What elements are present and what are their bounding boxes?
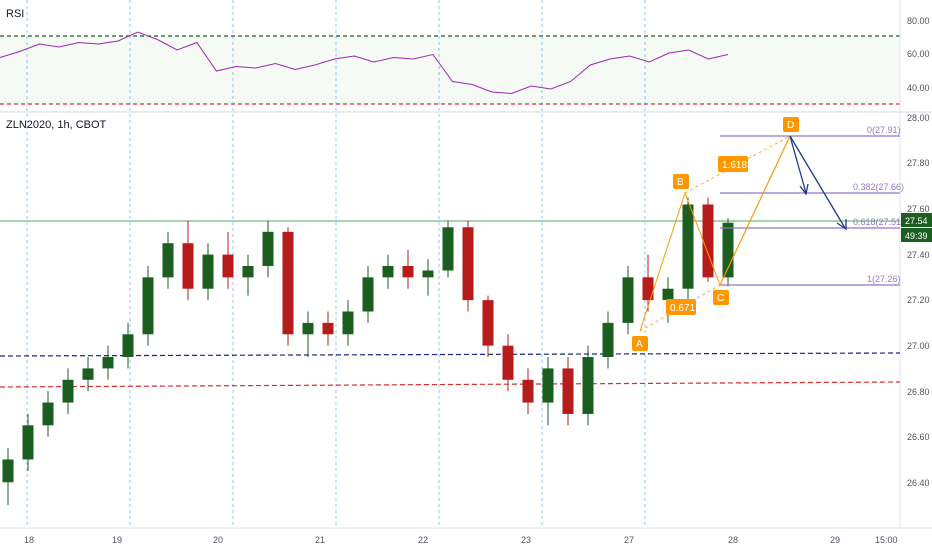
svg-text:D: D [787, 120, 794, 131]
svg-text:27.54: 27.54 [905, 216, 928, 226]
time-axis-label: 15:00 [875, 535, 898, 545]
candle-up [82, 368, 94, 380]
candle-up [602, 322, 614, 358]
candle-down [182, 243, 194, 289]
candle-down [402, 265, 414, 278]
time-axis-label: 28 [728, 535, 738, 545]
price-axis-label: 27.60 [907, 204, 930, 214]
fib-label-0618: 0.618(27.51) [853, 217, 904, 227]
price-axis-label: 28.00 [907, 113, 930, 123]
candle-up [142, 277, 154, 335]
time-axis-label: 23 [521, 535, 531, 545]
candle-down [702, 204, 714, 278]
rsi-axis-label: 60.00 [907, 49, 930, 59]
time-axis-label: 29 [830, 535, 840, 545]
svg-text:C: C [717, 293, 724, 304]
svg-text:49:39: 49:39 [905, 231, 928, 241]
candle-up [682, 204, 694, 289]
pattern-point-d[interactable]: D [783, 117, 799, 132]
price-axis-label: 27.80 [907, 158, 930, 168]
time-axis-label: 27 [624, 535, 634, 545]
countdown-badge: 49:39 [901, 228, 932, 242]
candle-up [62, 379, 74, 403]
price-axis-label: 26.40 [907, 478, 930, 488]
harmonic-pattern[interactable]: A B C D 0.671 1.618 [632, 117, 847, 351]
candle-up [42, 402, 54, 426]
rsi-title: RSI [6, 8, 24, 20]
candle-up [382, 265, 394, 278]
price-pane[interactable]: ZLN2020, 1h, CBOT 0(27.91) 0.382(27.66) … [0, 0, 932, 528]
candle-down [222, 254, 234, 278]
candle-down [562, 368, 574, 414]
price-axis-label: 27.20 [907, 295, 930, 305]
time-axis-label: 22 [418, 535, 428, 545]
time-axis-label: 20 [213, 535, 223, 545]
rsi-axis-label: 40.00 [907, 83, 930, 93]
candle-down [522, 379, 534, 403]
rsi-axis-label: 80.00 [907, 16, 930, 26]
svg-text:0.671: 0.671 [670, 303, 695, 314]
candle-up [422, 270, 434, 278]
time-axis[interactable]: 18 19 20 21 22 23 27 28 29 15:00 [0, 527, 932, 545]
price-axis-label: 26.80 [907, 387, 930, 397]
price-axis-label: 26.60 [907, 432, 930, 442]
support-line-blue[interactable] [0, 352, 901, 357]
candle-up [362, 277, 374, 312]
price-axis[interactable]: 28.00 27.80 27.60 27.40 27.20 27.00 26.8… [901, 113, 932, 488]
candle-up [242, 265, 254, 278]
candle-up [342, 311, 354, 335]
svg-text:B: B [677, 177, 684, 188]
rsi-line [0, 31, 729, 95]
candle-up [2, 459, 14, 483]
candle-down [482, 300, 494, 346]
fibonacci-tool[interactable]: 0(27.91) 0.382(27.66) 0.618(27.51) 1(27.… [720, 125, 904, 286]
target-arrow-2 [789, 135, 846, 229]
svg-text:A: A [636, 339, 643, 350]
pattern-point-c[interactable]: C [713, 290, 729, 305]
last-price-badge: 27.54 [901, 213, 932, 227]
candle-down [322, 322, 334, 335]
candle-up [102, 357, 114, 369]
candle-up [582, 357, 594, 414]
candle-up [302, 322, 314, 335]
time-axis-label: 19 [112, 535, 122, 545]
candle-up [722, 222, 734, 278]
fib-label-0: 0(27.91) [867, 125, 901, 135]
candle-up [22, 425, 34, 460]
price-axis-label: 27.00 [907, 341, 930, 351]
price-axis-label: 27.40 [907, 250, 930, 260]
target-arrow-1 [789, 135, 807, 194]
target-arrow-2-head [836, 219, 847, 231]
time-axis-label: 18 [24, 535, 34, 545]
candle-down [282, 231, 294, 335]
pattern-cd-line [719, 135, 791, 286]
candle-down [462, 227, 474, 301]
target-arrow-1-head [799, 183, 809, 196]
svg-text:1.618: 1.618 [722, 160, 747, 171]
candle-up [202, 254, 214, 289]
ratio-label-0671[interactable]: 0.671 [666, 299, 696, 315]
symbol-info: ZLN2020, 1h, CBOT [6, 119, 107, 131]
candle-down [502, 345, 514, 380]
candle-up [542, 368, 554, 403]
ratio-label-1618[interactable]: 1.618 [718, 156, 748, 172]
time-axis-label: 21 [315, 535, 325, 545]
candle-up [122, 334, 134, 358]
pattern-bd-line [684, 135, 791, 194]
candle-up [262, 231, 274, 266]
support-line-red[interactable] [0, 381, 901, 388]
candle-down [642, 277, 654, 301]
candle-up [622, 277, 634, 323]
pattern-point-b[interactable]: B [673, 174, 689, 189]
rsi-pane[interactable]: RSI 80.00 60.00 40.00 [0, 0, 930, 110]
fib-label-0382: 0.382(27.66) [853, 182, 904, 192]
candle-up [662, 288, 674, 301]
candle-up [162, 243, 174, 278]
candle-up [442, 227, 454, 271]
pattern-point-a[interactable]: A [632, 336, 648, 351]
fib-label-1: 1(27.26) [867, 274, 901, 284]
candlestick-series [2, 197, 734, 505]
